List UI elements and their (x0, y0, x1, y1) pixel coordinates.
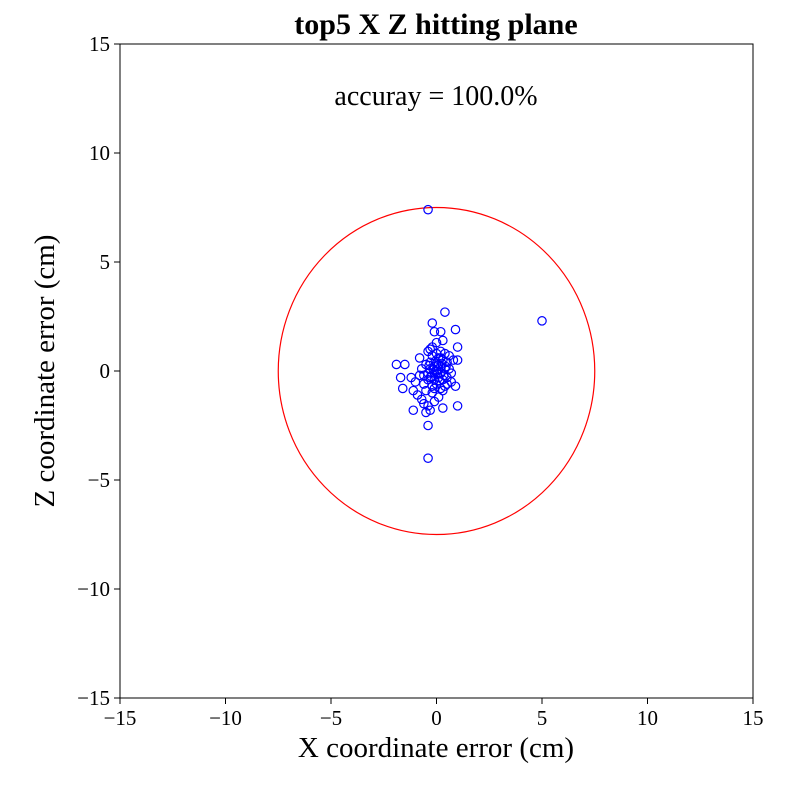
data-point-87 (435, 353, 446, 363)
data-point-26 (425, 405, 435, 416)
accuracy-circle-layer (277, 206, 596, 536)
data-point-3 (427, 318, 438, 328)
data-point-28 (423, 420, 433, 431)
data-points-layer (391, 204, 547, 463)
x-tick-label: 5 (537, 706, 548, 730)
x-tick-label: 15 (743, 706, 764, 730)
y-tick-label: −5 (88, 468, 110, 492)
data-point-72 (440, 381, 450, 392)
y-tick-label: 5 (100, 250, 111, 274)
data-point-45 (444, 364, 454, 374)
data-point-22 (416, 394, 427, 405)
data-point-1 (537, 316, 547, 326)
chart-title: top5 X Z hitting plane (294, 8, 577, 41)
data-point-89 (441, 361, 451, 372)
x-axis-ticks: −15 −10 −5 0 5 10 15 (104, 698, 764, 730)
y-tick-label: −10 (77, 577, 110, 601)
data-point-15 (400, 359, 410, 370)
data-point-30 (438, 403, 448, 413)
data-point-29 (423, 453, 433, 463)
x-tick-label: −5 (320, 706, 342, 730)
x-tick-label: 10 (637, 706, 658, 730)
data-point-0 (423, 204, 433, 215)
x-tick-label: 0 (431, 706, 442, 730)
data-point-4 (450, 324, 461, 335)
data-point-35 (452, 355, 463, 365)
data-point-2 (440, 307, 450, 317)
x-tick-label: −10 (209, 706, 242, 730)
data-point-5 (429, 326, 440, 337)
data-point-24 (423, 401, 433, 411)
y-tick-label: −15 (77, 686, 110, 710)
data-point-74 (419, 370, 429, 381)
data-point-8 (452, 342, 463, 352)
accuracy-circle (277, 206, 596, 536)
data-point-81 (426, 371, 437, 382)
data-point-51 (427, 387, 438, 398)
y-tick-label: 0 (100, 359, 111, 383)
data-point-10 (425, 344, 435, 354)
data-point-13 (414, 353, 425, 363)
x-tick-label: −15 (104, 706, 137, 730)
data-point-7 (438, 335, 448, 346)
x-axis-label: X coordinate error (cm) (298, 732, 574, 764)
data-point-16 (395, 372, 406, 383)
y-tick-label: 15 (89, 32, 110, 56)
data-point-50 (429, 396, 440, 407)
y-axis-ticks: −15 −10 −5 0 5 10 15 (77, 32, 120, 710)
data-point-27 (408, 405, 419, 416)
accuracy-annotation: accuray = 100.0% (334, 81, 537, 112)
y-tick-label: 10 (89, 141, 110, 165)
data-point-88 (429, 383, 440, 394)
data-point-14 (391, 359, 402, 370)
data-point-6 (435, 326, 446, 337)
data-point-84 (439, 370, 449, 381)
data-point-31 (452, 401, 463, 411)
data-point-19 (397, 383, 408, 394)
y-axis-label: Z coordinate error (cm) (29, 235, 61, 508)
